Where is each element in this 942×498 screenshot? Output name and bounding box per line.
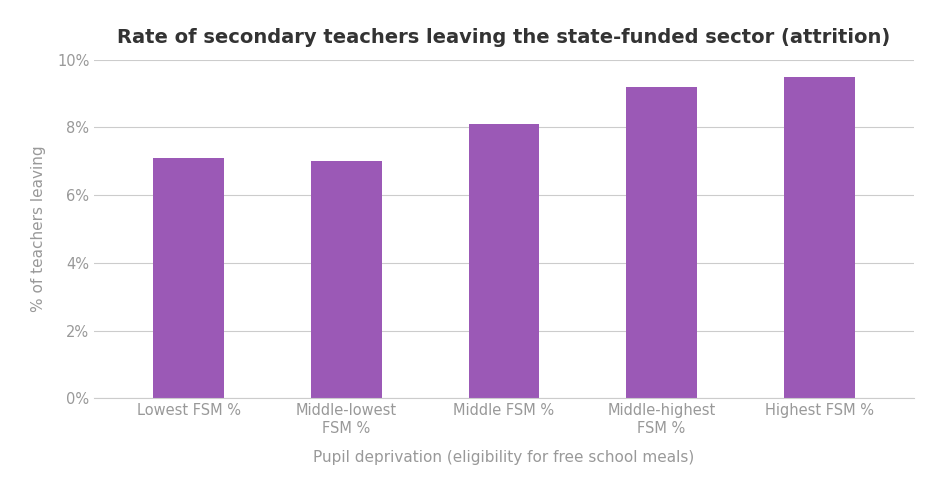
Bar <box>154 158 224 398</box>
Title: Rate of secondary teachers leaving the state-funded sector (attrition): Rate of secondary teachers leaving the s… <box>118 28 890 47</box>
Y-axis label: % of teachers leaving: % of teachers leaving <box>31 146 46 312</box>
X-axis label: Pupil deprivation (eligibility for free school meals): Pupil deprivation (eligibility for free … <box>314 450 694 465</box>
Bar <box>311 161 382 398</box>
Bar <box>468 124 540 398</box>
Bar <box>784 77 854 398</box>
Bar <box>626 87 697 398</box>
